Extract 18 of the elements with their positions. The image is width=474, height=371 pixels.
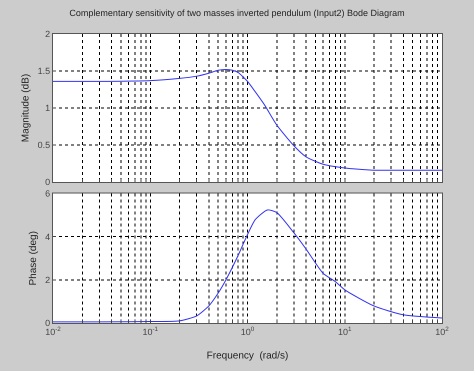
y-axis-title: Magnitude (dB) [20, 74, 32, 142]
x-axis-title: Frequency (rad/s) [206, 350, 288, 362]
chart-title: Complementary sensitivity of two masses inverted pendulum (Input2) Bode Diagram [69, 8, 405, 18]
y-tick-label: 0.5 [38, 140, 50, 150]
y-tick-label: 2 [45, 29, 50, 40]
y-tick-label: 1.5 [38, 66, 50, 76]
y-tick-label: 6 [45, 188, 50, 199]
y-tick-label: 1 [45, 103, 50, 114]
y-axis-title: Phase (deg) [28, 231, 40, 286]
x-tick-label: 10$^{-1}$ [142, 326, 159, 337]
x-tick-label: 10$^{-2}$ [45, 326, 62, 337]
y-tick-label: 0 [45, 177, 50, 188]
y-tick-label: 2 [45, 275, 50, 286]
x-tick-label: 10$^{1}$ [338, 326, 352, 337]
y-tick-label: 4 [45, 232, 50, 242]
x-tick-label: 10$^{2}$ [435, 326, 450, 337]
x-tick-label: 10$^{0}$ [240, 326, 255, 337]
y-tick-label: 0 [45, 318, 50, 328]
